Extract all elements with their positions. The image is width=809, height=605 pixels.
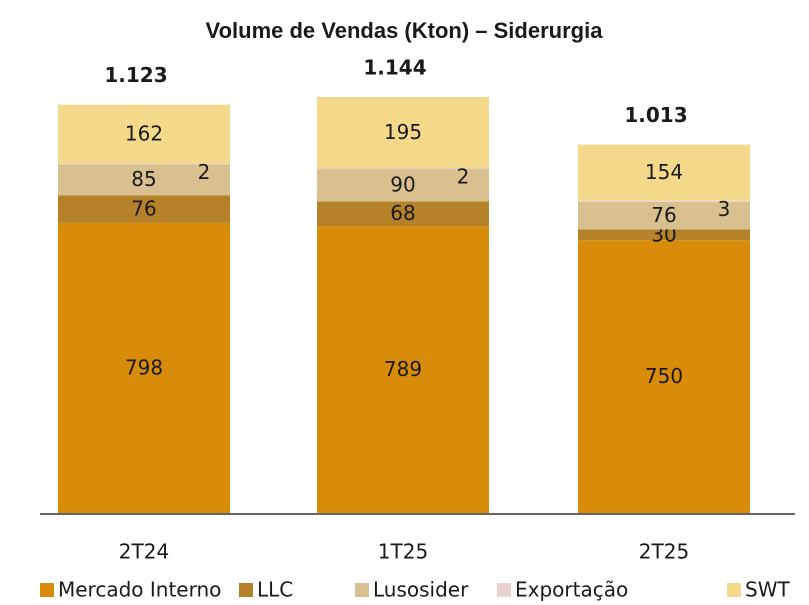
legend-swatch <box>355 583 369 597</box>
data-label: 2 <box>198 160 211 184</box>
legend-label: SWT <box>745 578 790 602</box>
bar-segment <box>317 226 489 513</box>
x-tick-label: 2T25 <box>639 540 689 564</box>
data-label: 789 <box>384 357 422 381</box>
data-label: 85 <box>131 167 156 191</box>
data-label: 76 <box>131 197 156 221</box>
legend-label: LLC <box>257 578 293 602</box>
legend-swatch <box>239 583 253 597</box>
legend-swatch <box>497 583 511 597</box>
bar-segment <box>58 222 230 513</box>
legend-swatch <box>40 583 54 597</box>
bar-segment <box>578 240 750 514</box>
data-label: 750 <box>645 364 683 388</box>
data-label: 154 <box>645 160 683 184</box>
legend-label: Exportação <box>515 578 628 602</box>
bar-segment <box>578 229 750 241</box>
data-label: 2 <box>457 164 470 188</box>
data-label: 68 <box>390 201 415 225</box>
total-label: 1.013 <box>624 103 687 127</box>
data-label: 798 <box>125 355 163 379</box>
bar-segment <box>58 164 230 196</box>
data-label: 76 <box>651 203 676 227</box>
data-label: 195 <box>384 120 422 144</box>
total-label: 1.144 <box>363 56 426 80</box>
bar-segment <box>578 201 750 230</box>
data-label: 90 <box>390 173 415 197</box>
bar-segment <box>317 201 489 227</box>
data-label: 162 <box>125 122 163 146</box>
legend-label: Mercado Interno <box>58 578 221 602</box>
x-tick-label: 2T24 <box>119 540 169 564</box>
bar-segment <box>317 167 489 169</box>
data-label: 3 <box>718 197 731 221</box>
x-tick-label: 1T25 <box>378 540 428 564</box>
total-label: 1.123 <box>104 63 167 87</box>
legend-label: Lusosider <box>373 578 469 602</box>
bar-segment <box>317 97 489 168</box>
legend-swatch <box>727 583 741 597</box>
bar-segment <box>58 104 230 164</box>
bar-segment <box>317 168 489 202</box>
bar-segment <box>578 144 750 201</box>
bar-segment <box>58 195 230 223</box>
bar-segment <box>58 163 230 165</box>
chart-title: Volume de Vendas (Kton) – Siderurgia <box>206 18 604 43</box>
bar-segment <box>578 200 750 202</box>
